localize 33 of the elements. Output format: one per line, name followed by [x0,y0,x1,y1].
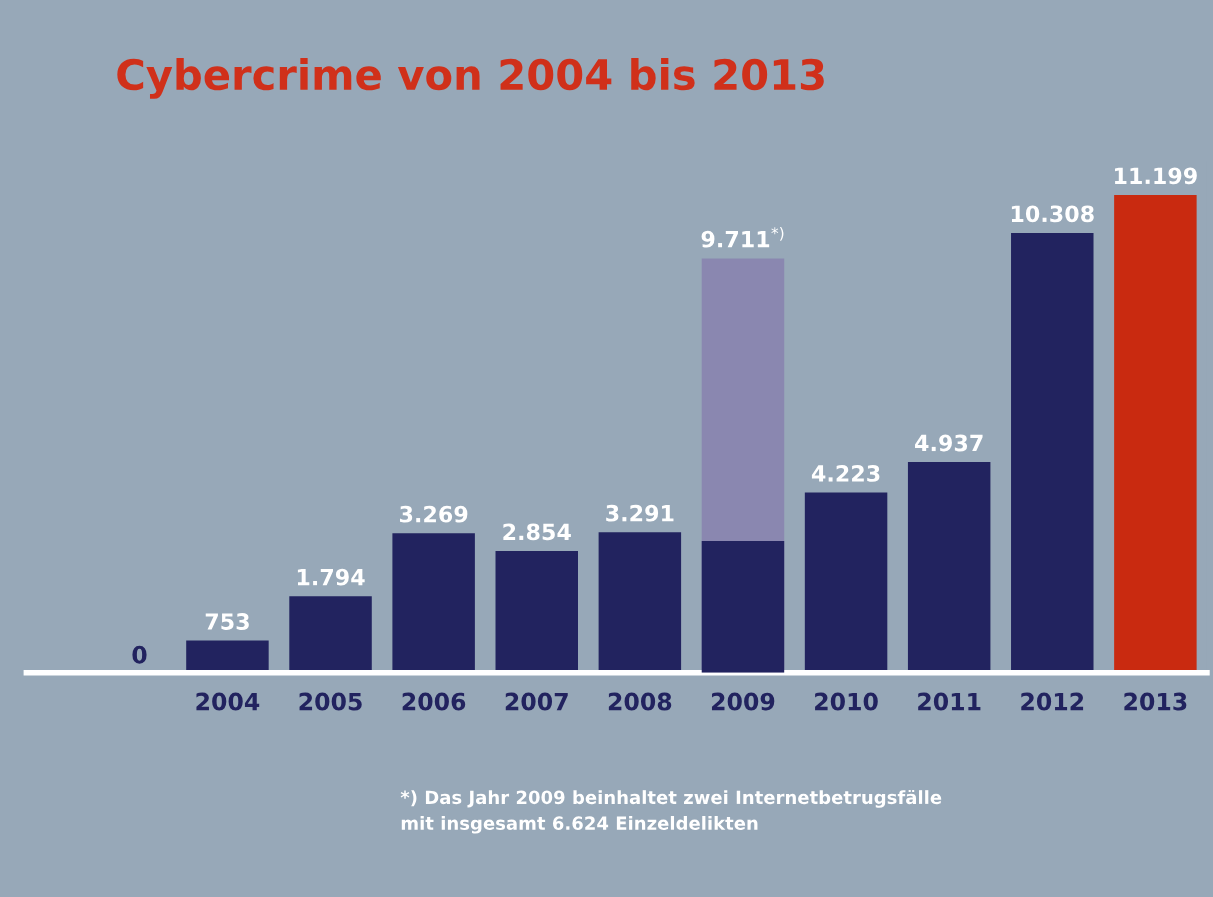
data-label: 4.223 [811,465,880,482]
data-label: 10.308 [1011,205,1094,223]
bar [598,532,682,673]
x-tick-label: 2004 [196,692,260,711]
x-tick-label: 2008 [608,692,672,711]
bar [289,596,372,673]
data-label: 3.269 [399,505,468,523]
data-label: 9.711$^{*)}$ [701,226,784,248]
x-tick-label: 2011 [918,692,981,711]
text: *) Das Jahr 2009 beinhaltet zwei Internetbetrugsfälle mit insgesamt 6.624 Einzeldelikten [400,789,942,834]
data-label: 753 [205,613,249,630]
bar [392,533,475,673]
bar [907,462,991,673]
bar [495,550,578,673]
bar [186,640,269,673]
data-label: 3.291 [606,504,674,522]
text: 0 [132,645,147,664]
x-tick-label: 2010 [815,692,878,711]
x-tick-label: 2005 [299,692,362,711]
x-tick-label: 2007 [505,692,568,711]
x-tick-label: 2012 [1021,692,1084,711]
chart-title: Cybercrime von 2004 bis 2013 [117,58,824,99]
x-tick-label: 2013 [1124,692,1187,711]
data-label: 4.937 [915,434,983,452]
data-label: 2.854 [503,523,571,541]
bar [1011,232,1094,673]
bar [1114,194,1197,673]
bar [701,541,785,673]
data-label: 1.794 [297,568,365,586]
x-tick-label: 2006 [402,692,466,711]
x-tick-label: 2009 [711,692,775,711]
data-label: 11.199 [1115,167,1197,185]
bar [804,492,888,673]
